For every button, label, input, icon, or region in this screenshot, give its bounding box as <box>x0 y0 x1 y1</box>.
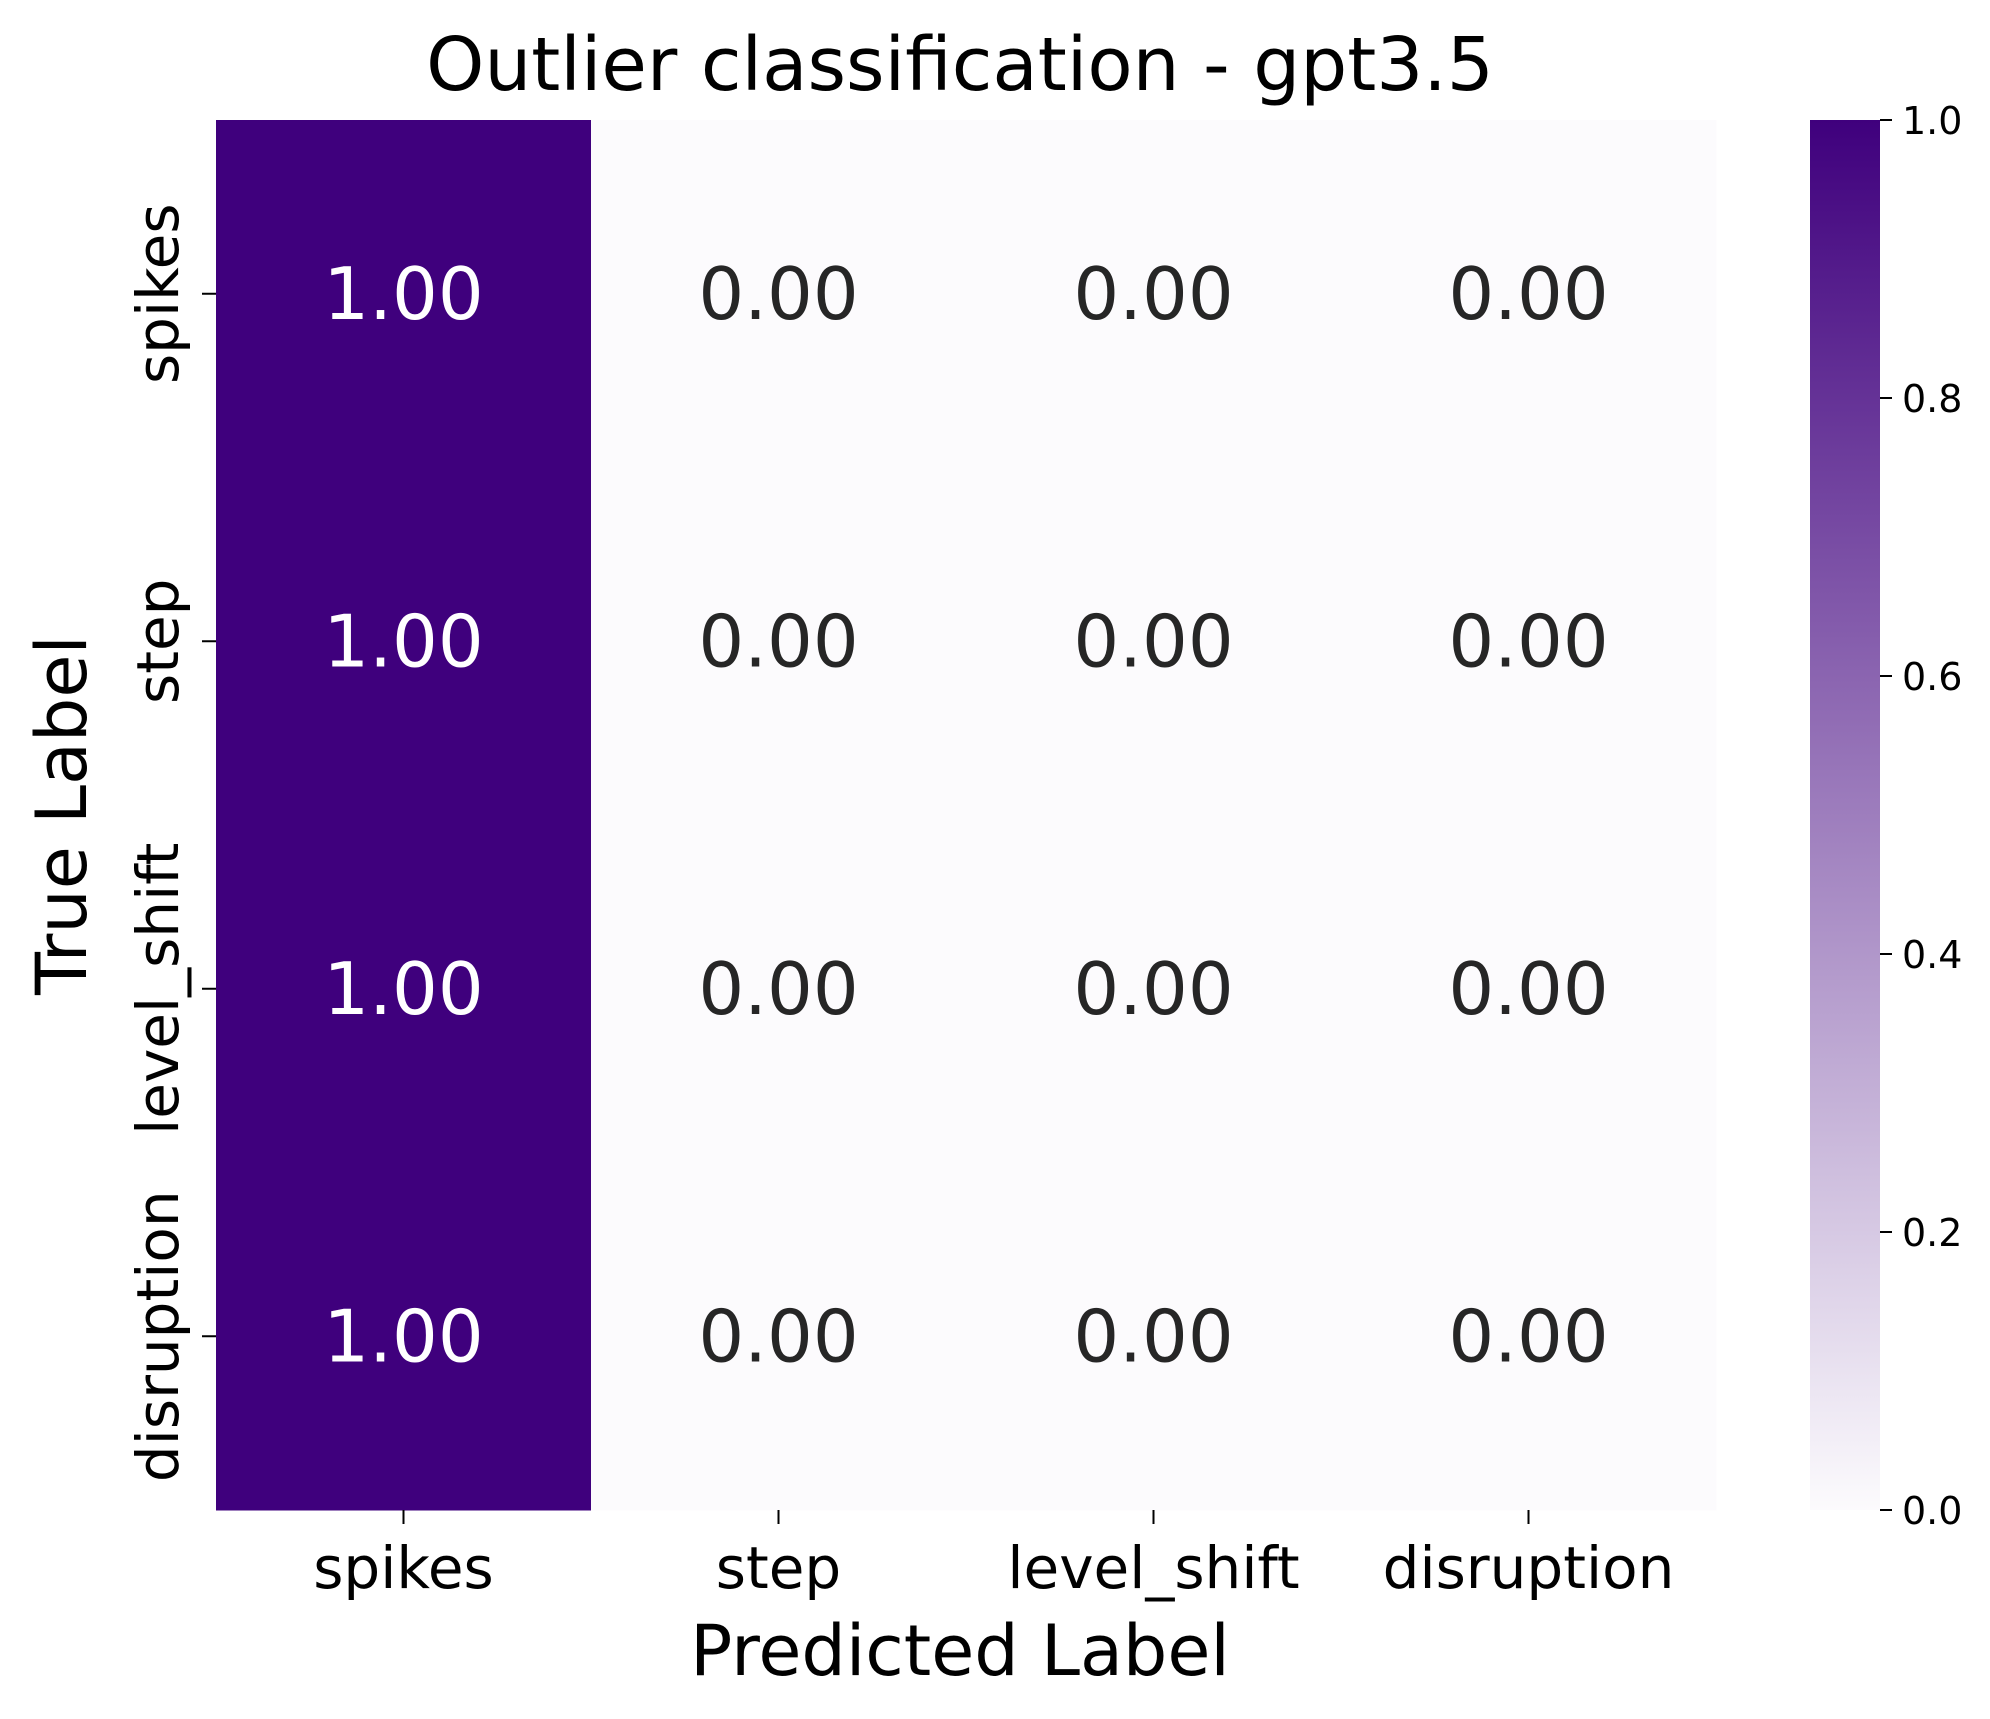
cell-value-label: 0.00 <box>1073 252 1233 336</box>
cell-value-label: 0.00 <box>1073 947 1233 1031</box>
cell-value-label: 0.00 <box>1073 1294 1233 1378</box>
cell-value-label: 0.00 <box>698 1294 858 1378</box>
y-tick-label: spikes <box>124 203 192 384</box>
heatmap-cell <box>591 815 967 1163</box>
x-tick-label: disruption <box>1383 1534 1675 1602</box>
heatmap-cell <box>216 815 592 1163</box>
cell-value-label: 1.00 <box>323 1294 483 1378</box>
heatmap-cell <box>966 815 1342 1163</box>
cell-value-label: 0.00 <box>1448 1294 1608 1378</box>
heatmap-cell <box>1341 120 1717 468</box>
heatmap-cell <box>591 1162 967 1511</box>
heatmap-cell <box>966 1162 1342 1511</box>
cell-value-label: 0.00 <box>1448 947 1608 1031</box>
heatmap-cell <box>1341 815 1717 1163</box>
cell-value-label: 0.00 <box>698 252 858 336</box>
y-axis-label: True Label <box>21 635 103 996</box>
heatmap-cell <box>966 120 1342 468</box>
colorbar-tick-label: 0.2 <box>1902 1211 1962 1255</box>
cell-value-label: 1.00 <box>323 599 483 683</box>
chart-title: Outlier classification - gpt3.5 <box>426 22 1494 108</box>
colorbar-tick-label: 0.6 <box>1902 655 1962 699</box>
heatmap-cell <box>966 467 1342 816</box>
x-tick-label: spikes <box>313 1534 494 1602</box>
y-tick-label: level_shift <box>124 843 192 1135</box>
heatmap-cell <box>216 1162 592 1511</box>
heatmap-cell <box>1341 467 1717 816</box>
cell-value-label: 0.00 <box>1448 599 1608 683</box>
x-axis-label: Predicted Label <box>690 1610 1230 1692</box>
cell-value-label: 0.00 <box>698 947 858 1031</box>
heatmap-cell-labels: 1.00 0.00 0.00 0.00 1.00 0.00 0.00 0.00 1.00 0.00… <box>323 252 1608 1379</box>
colorbar-tick-label: 0.4 <box>1902 933 1962 977</box>
heatmap-cell <box>1341 1162 1717 1511</box>
colorbar-tick-label: 0.8 <box>1902 377 1962 421</box>
heatmap-cell <box>591 120 967 468</box>
heatmap-cell <box>216 467 592 816</box>
cell-value-label: 0.00 <box>698 599 858 683</box>
colorbar-tick-label: 1.0 <box>1902 99 1962 143</box>
cell-value-label: 1.00 <box>323 252 483 336</box>
colorbar-gradient <box>1810 120 1880 1510</box>
x-tick-label: step <box>716 1534 841 1602</box>
heatmap-cells <box>216 120 1717 1511</box>
x-tick-label: level_shift <box>1007 1534 1299 1602</box>
y-tick-label: step <box>124 579 192 704</box>
heatmap-cell <box>591 467 967 816</box>
heatmap-cell <box>216 120 592 468</box>
x-axis: spikes step level_shift disruption <box>313 1510 1674 1602</box>
cell-value-label: 0.00 <box>1448 252 1608 336</box>
y-tick-label: disruption <box>124 1190 192 1482</box>
y-axis: spikes step level_shift disruption <box>124 203 216 1482</box>
colorbar: 0.0 0.2 0.4 0.6 0.8 1.0 <box>1810 99 1962 1533</box>
cell-value-label: 0.00 <box>1073 599 1233 683</box>
cell-value-label: 1.00 <box>323 947 483 1031</box>
colorbar-tick-label: 0.0 <box>1902 1489 1962 1533</box>
